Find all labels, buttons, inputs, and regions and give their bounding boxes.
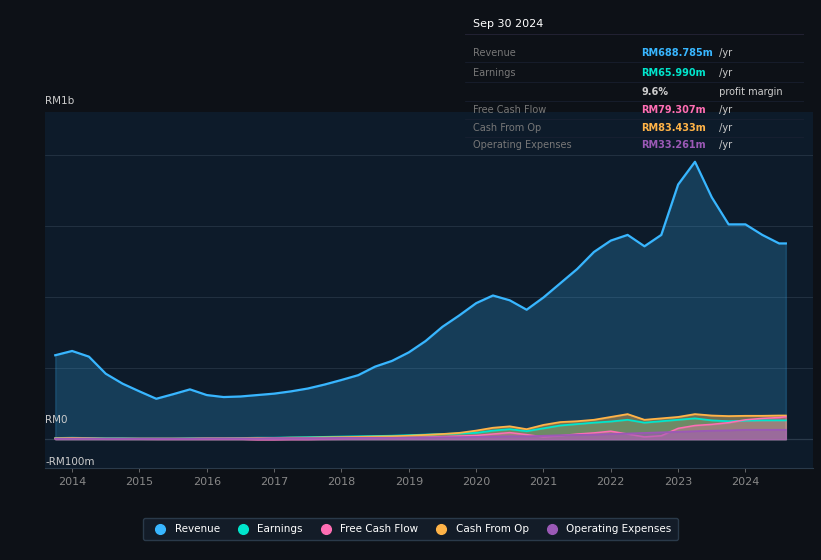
Text: RM0: RM0 [45,415,67,425]
Text: /yr: /yr [716,123,732,133]
Text: Earnings: Earnings [473,68,516,78]
Text: Operating Expenses: Operating Expenses [473,141,571,151]
Text: Cash From Op: Cash From Op [473,123,541,133]
Text: /yr: /yr [716,105,732,115]
Text: profit margin: profit margin [716,87,782,97]
Text: -RM100m: -RM100m [45,457,94,467]
Text: RM65.990m: RM65.990m [641,68,705,78]
Text: Revenue: Revenue [473,48,516,58]
Text: /yr: /yr [716,68,732,78]
Text: Sep 30 2024: Sep 30 2024 [473,19,544,29]
Text: /yr: /yr [716,48,732,58]
Text: RM1b: RM1b [45,96,75,106]
Text: Free Cash Flow: Free Cash Flow [473,105,547,115]
Text: RM83.433m: RM83.433m [641,123,706,133]
Legend: Revenue, Earnings, Free Cash Flow, Cash From Op, Operating Expenses: Revenue, Earnings, Free Cash Flow, Cash … [143,518,678,540]
Text: /yr: /yr [716,141,732,151]
Text: RM79.307m: RM79.307m [641,105,705,115]
Text: RM688.785m: RM688.785m [641,48,713,58]
Text: 9.6%: 9.6% [641,87,668,97]
Text: RM33.261m: RM33.261m [641,141,705,151]
